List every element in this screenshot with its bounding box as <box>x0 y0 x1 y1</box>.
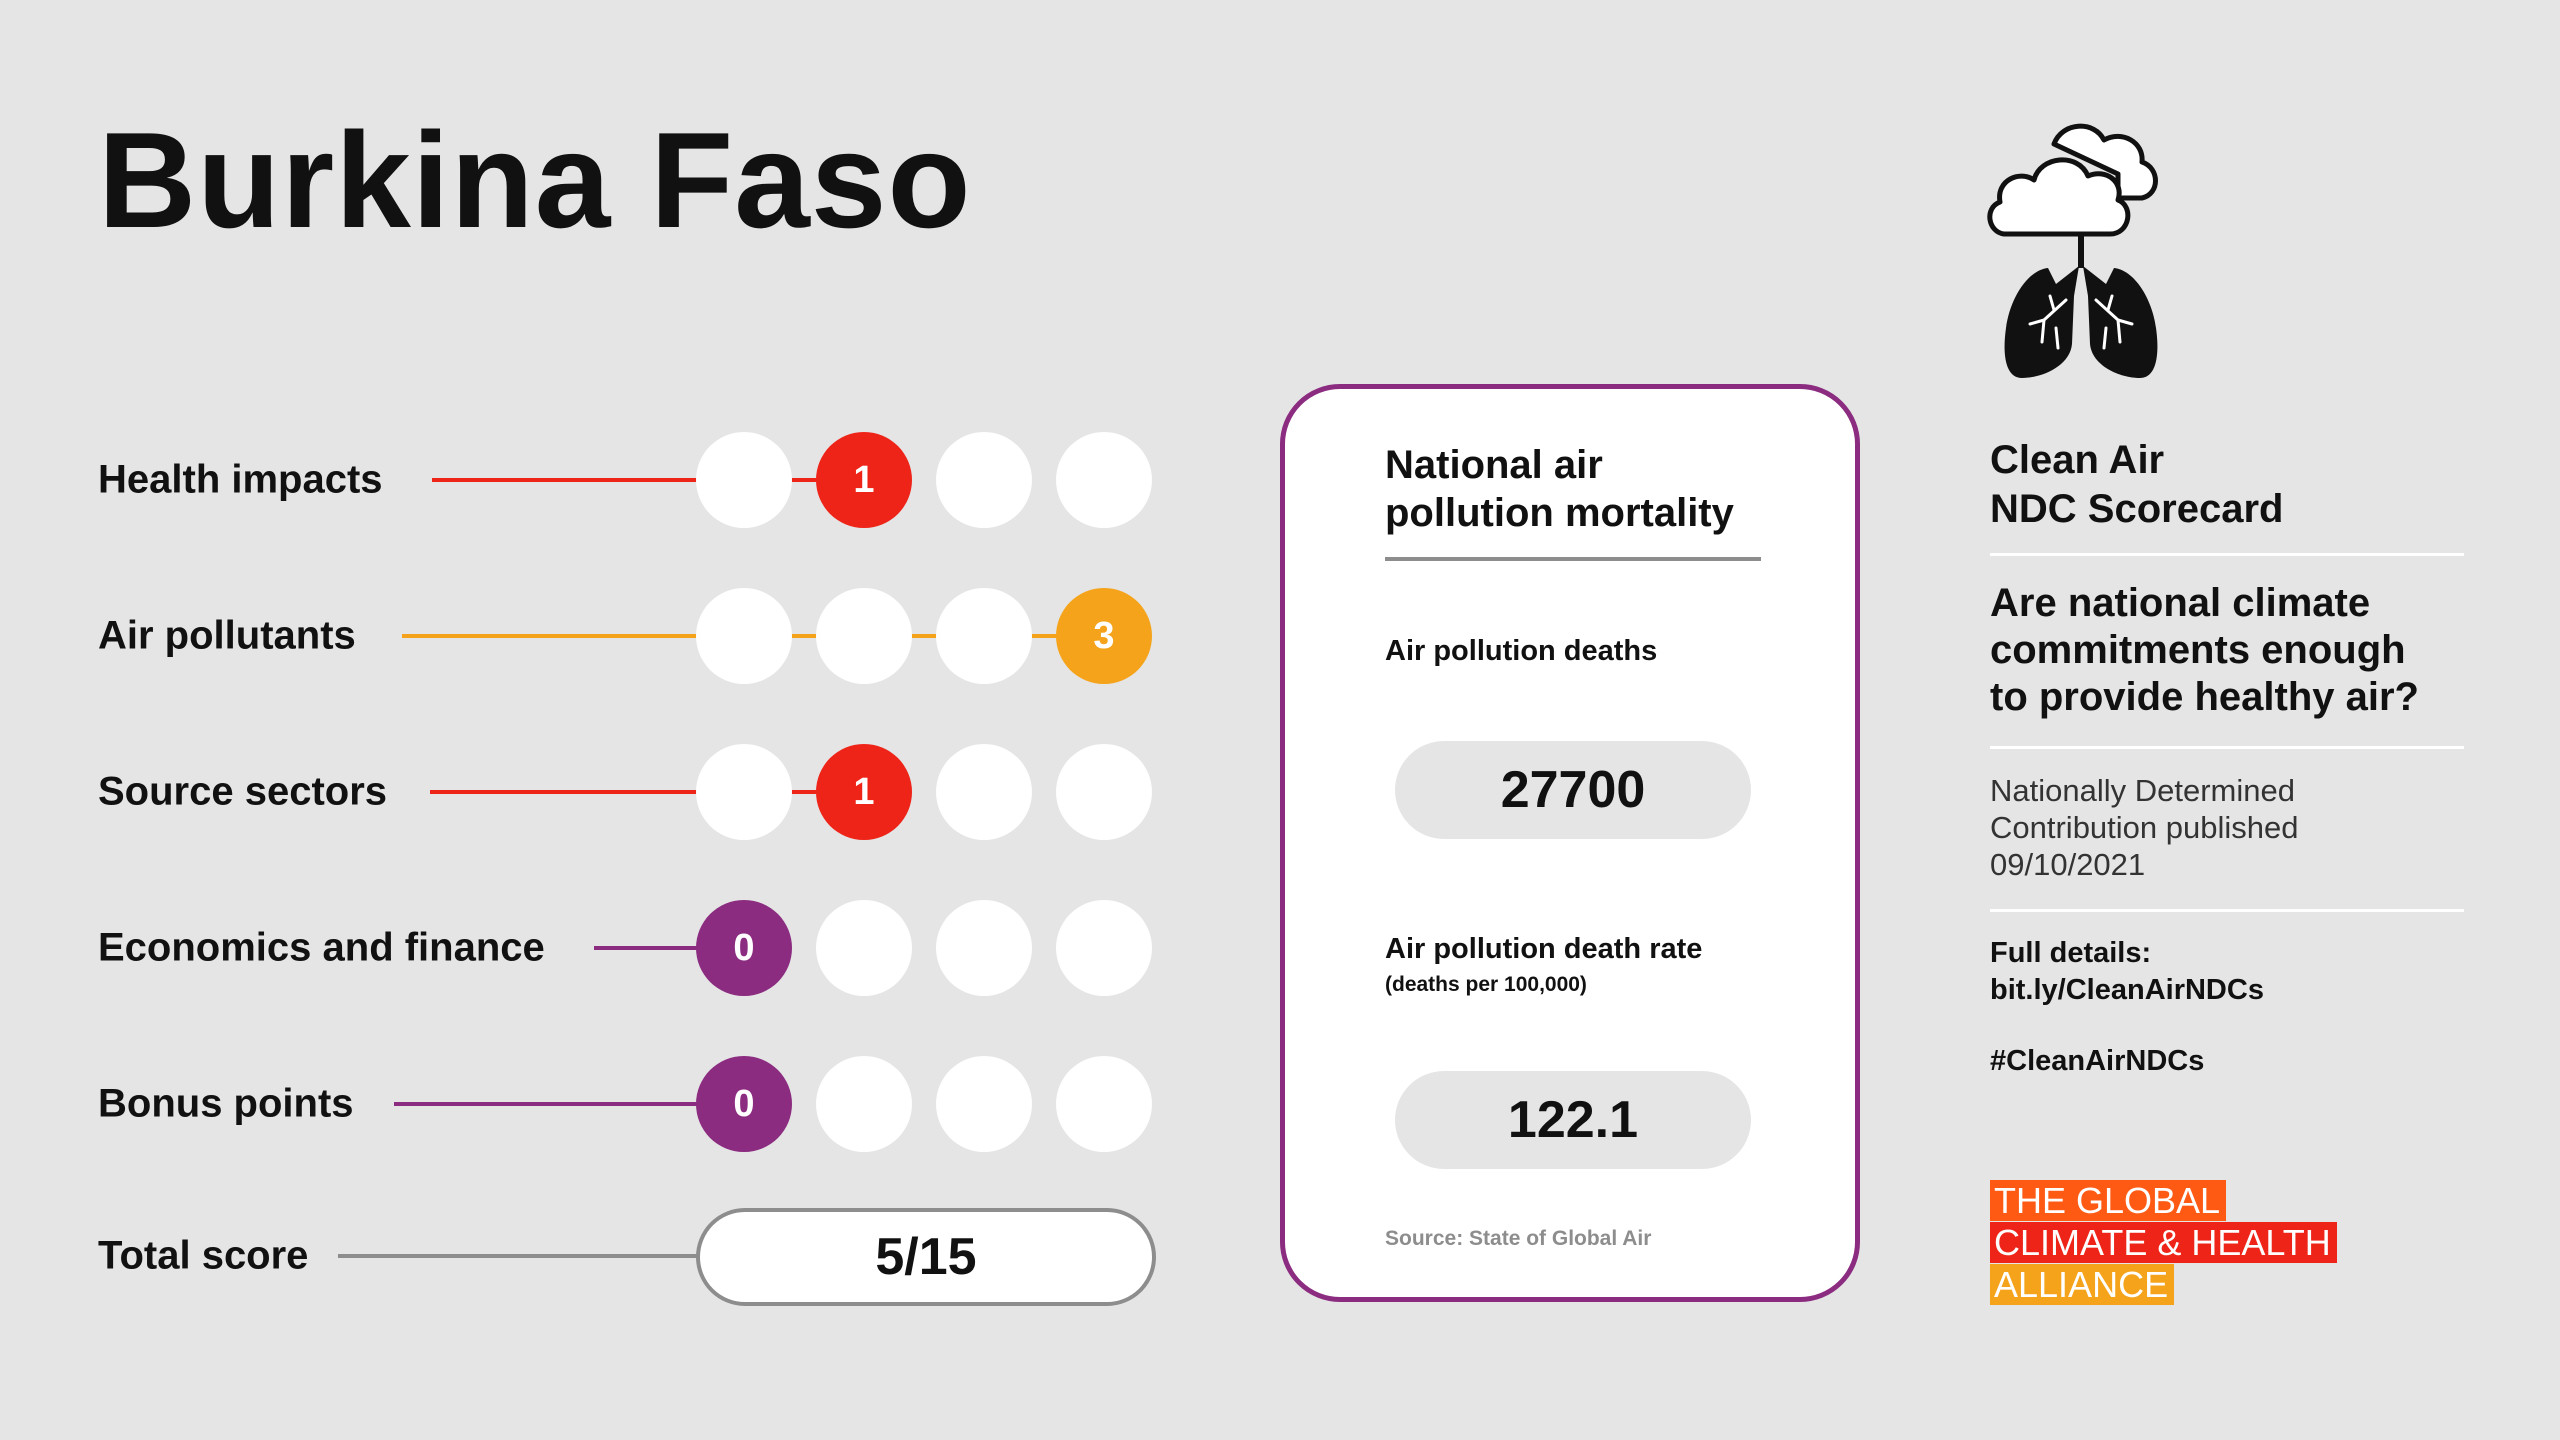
connector-line <box>394 1102 744 1106</box>
mortality-title-line: pollution mortality <box>1385 491 1734 535</box>
cloud-lungs-icon <box>1987 123 2158 378</box>
mortality-title-line: National air <box>1385 443 1603 487</box>
deaths-label: Air pollution deaths <box>1385 635 1658 667</box>
score-dot-empty <box>936 900 1032 996</box>
score-dot-empty <box>696 588 792 684</box>
logo-line: CLIMATE & HEALTH <box>1990 1222 2337 1263</box>
connector-line <box>430 790 864 794</box>
score-dot-empty <box>1056 1056 1152 1152</box>
death-rate-value: 122.1 <box>1395 1071 1751 1169</box>
score-dot-filled: 0 <box>696 1056 792 1152</box>
score-row-label: Bonus points <box>98 1081 354 1126</box>
scorecard-title-line: Clean Air <box>1990 438 2165 482</box>
score-row-label: Source sectors <box>98 769 388 814</box>
score-dot-empty <box>816 900 912 996</box>
ndc-date: 09/10/2021 <box>1990 847 2146 882</box>
divider <box>1990 746 2464 749</box>
question-line: commitments enough <box>1990 628 2406 672</box>
full-details: Full details: bit.ly/CleanAirNDCs <box>1990 935 2464 1009</box>
score-dot-filled: 1 <box>816 432 912 528</box>
mortality-source: Source: State of Global Air <box>1385 1227 1652 1250</box>
score-row: Bonus points 0 <box>98 1054 1158 1154</box>
connector-line <box>432 478 864 482</box>
details-link[interactable]: bit.ly/CleanAirNDCs <box>1990 974 2264 1006</box>
logo-line: THE GLOBAL <box>1990 1180 2227 1221</box>
question-line: to provide healthy air? <box>1990 675 2419 719</box>
score-dot-empty <box>936 588 1032 684</box>
score-dot-empty <box>936 1056 1032 1152</box>
scorecard-title-line: NDC Scorecard <box>1990 487 2284 531</box>
score-row-label: Air pollutants <box>98 613 356 658</box>
question-line: Are national climate <box>1990 581 2371 625</box>
details-label: Full details: <box>1990 937 2152 969</box>
mortality-card: National air pollution mortality Air pol… <box>1280 384 1860 1302</box>
total-score-row: Total score 5/15 <box>98 1206 1158 1306</box>
score-dot-empty <box>1056 744 1152 840</box>
global-climate-health-alliance-logo: THE GLOBAL CLIMATE & HEALTH ALLIANCE <box>1990 1180 2337 1306</box>
score-dot-filled: 0 <box>696 900 792 996</box>
score-row: Air pollutants 3 <box>98 586 1158 686</box>
death-rate-sublabel: (deaths per 100,000) <box>1385 973 1587 996</box>
score-dot-empty <box>696 432 792 528</box>
hashtag: #CleanAirNDCs <box>1990 1045 2205 1077</box>
mortality-title: National air pollution mortality <box>1385 441 1765 537</box>
divider <box>1990 553 2464 556</box>
score-dot-empty <box>936 432 1032 528</box>
deaths-value: 27700 <box>1395 741 1751 839</box>
score-dot-empty <box>816 588 912 684</box>
ndc-line: Nationally Determined <box>1990 773 2295 808</box>
ndc-line: Contribution published <box>1990 810 2299 845</box>
divider <box>1990 909 2464 912</box>
total-score-label: Total score <box>98 1233 309 1278</box>
score-row-label: Health impacts <box>98 457 383 502</box>
score-dot-empty <box>936 744 1032 840</box>
score-row: Source sectors 1 <box>98 742 1158 842</box>
connector-line <box>338 1254 700 1258</box>
score-dot-empty <box>816 1056 912 1152</box>
mortality-divider <box>1385 557 1761 561</box>
score-dot-empty <box>696 744 792 840</box>
death-rate-label: Air pollution death rate <box>1385 933 1703 965</box>
connector-line <box>594 946 744 950</box>
scorecard-question: Are national climate commitments enough … <box>1990 580 2464 721</box>
total-score-value: 5/15 <box>696 1208 1156 1306</box>
score-dot-empty <box>1056 432 1152 528</box>
score-row-label: Economics and finance <box>98 925 545 970</box>
score-dot-empty <box>1056 900 1152 996</box>
score-dot-filled: 1 <box>816 744 912 840</box>
country-title: Burkina Faso <box>98 104 972 256</box>
logo-line: ALLIANCE <box>1990 1264 2175 1305</box>
scorecard-title: Clean Air NDC Scorecard <box>1990 436 2464 534</box>
score-row: Economics and finance 0 <box>98 898 1158 998</box>
ndc-info: Nationally Determined Contribution publi… <box>1990 772 2464 883</box>
score-dot-filled: 3 <box>1056 588 1152 684</box>
score-row: Health impacts 1 <box>98 430 1158 530</box>
